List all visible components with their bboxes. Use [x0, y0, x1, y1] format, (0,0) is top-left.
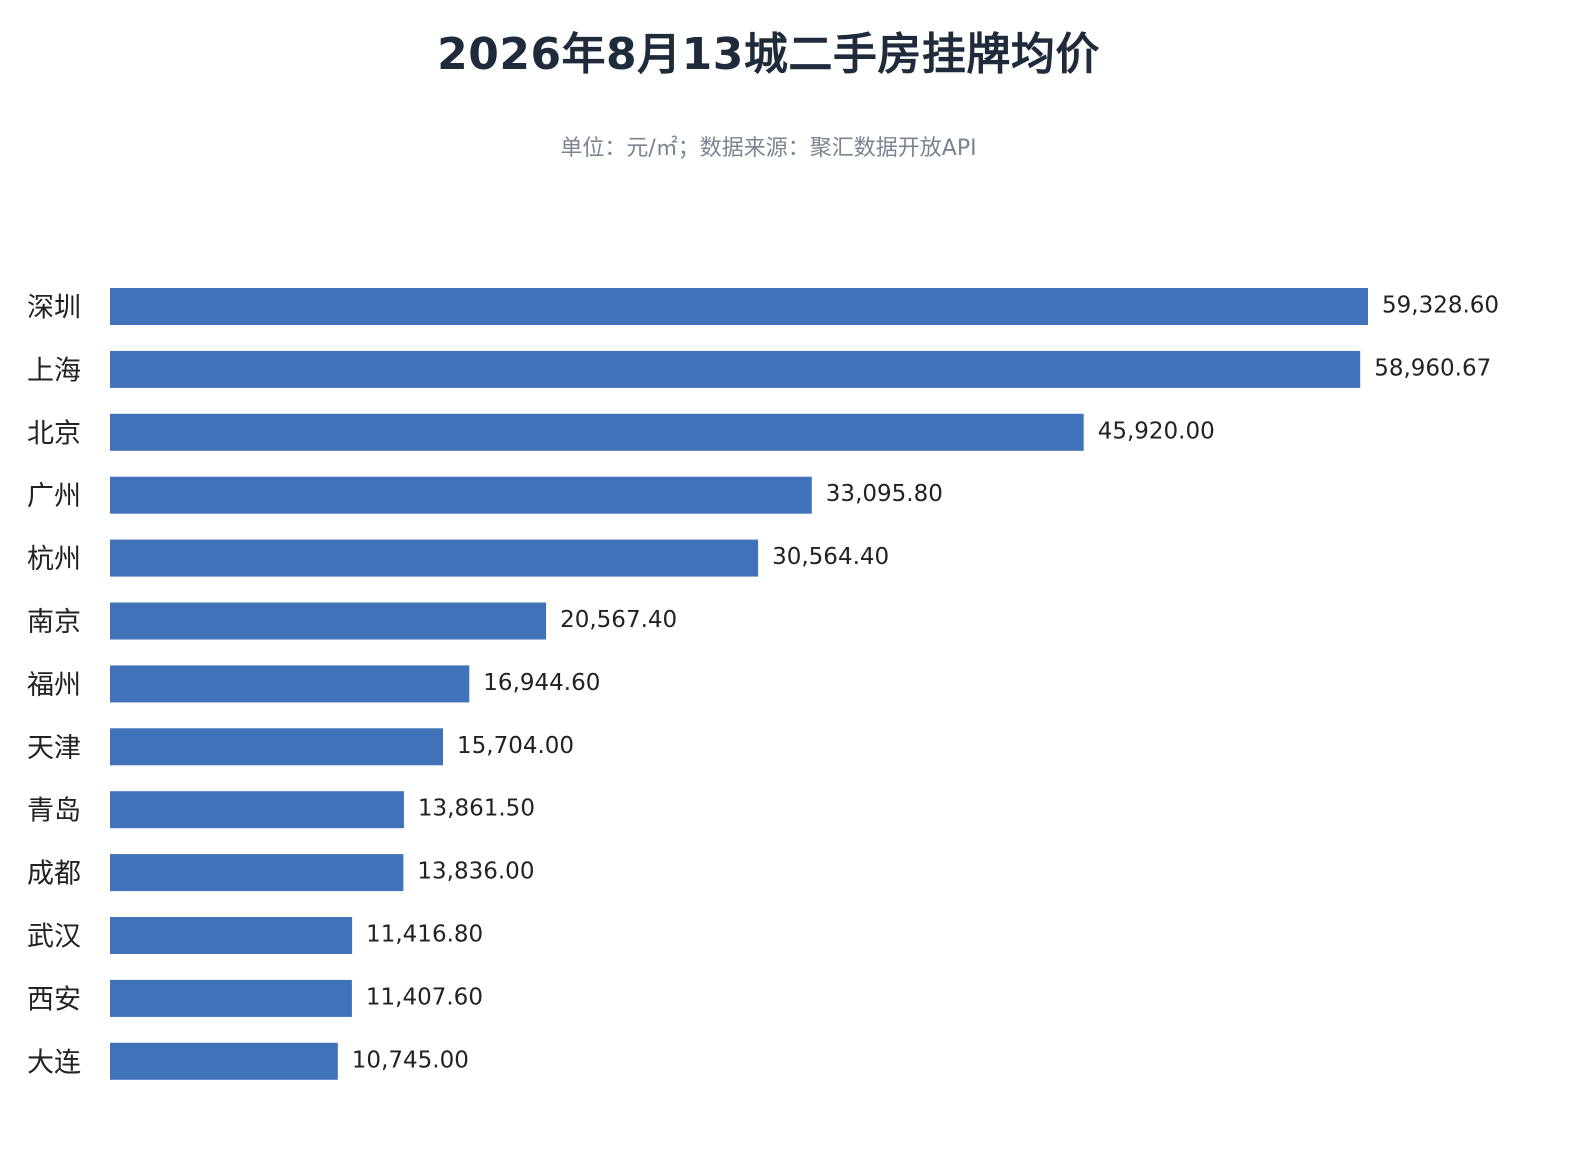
category-label: 天津: [27, 733, 81, 764]
bar-3: [110, 476, 812, 514]
category-label: 广州: [27, 481, 81, 512]
bar-9: [110, 854, 404, 892]
chart-title: 2026年8月13城二手房挂牌均价: [437, 29, 1100, 80]
value-label: 11,407.60: [366, 984, 483, 1010]
bar-4: [110, 539, 759, 577]
value-label: 20,567.40: [560, 607, 677, 633]
value-label: 11,416.80: [366, 922, 483, 948]
category-label: 北京: [27, 418, 81, 449]
category-label: 大连: [27, 1047, 81, 1078]
value-label: 10,745.00: [352, 1047, 469, 1073]
value-label: 58,960.67: [1374, 355, 1491, 381]
category-label: 西安: [27, 984, 81, 1015]
category-label: 武汉: [27, 922, 81, 953]
bar-12: [110, 1042, 338, 1080]
value-label: 30,564.40: [772, 544, 889, 570]
bar-0: [110, 288, 1368, 325]
category-label: 杭州: [27, 544, 81, 575]
bar-5: [110, 602, 547, 640]
value-label: 59,328.60: [1382, 293, 1499, 319]
category-label: 上海: [27, 355, 81, 386]
value-label: 15,704.00: [457, 733, 574, 759]
category-label: 福州: [27, 670, 81, 701]
chart-subtitle: 单位：元/㎡；数据来源：聚汇数据开放API: [560, 136, 977, 161]
value-label: 13,836.00: [417, 859, 534, 885]
category-label: 南京: [27, 607, 81, 638]
value-label: 33,095.80: [826, 481, 943, 507]
bar-10: [110, 917, 353, 954]
value-label: 16,944.60: [483, 670, 600, 696]
category-label: 深圳: [27, 293, 81, 324]
value-label: 13,861.50: [418, 796, 535, 822]
bar-11: [110, 979, 352, 1017]
bar-1: [110, 350, 1361, 388]
bar-7: [110, 728, 443, 766]
category-label: 成都: [27, 859, 81, 890]
value-label: 45,920.00: [1098, 418, 1215, 444]
bar-2: [110, 413, 1084, 451]
bar-8: [110, 791, 404, 829]
category-label: 青岛: [27, 796, 81, 827]
bar-6: [110, 665, 470, 703]
